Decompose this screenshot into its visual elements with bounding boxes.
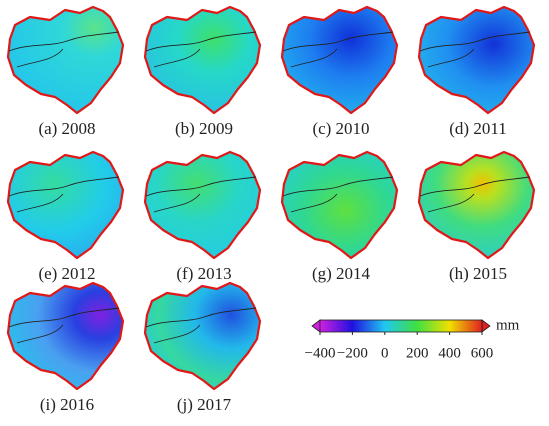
river — [290, 48, 338, 68]
map-panel: (i) 2016 — [6, 281, 125, 414]
river — [16, 193, 64, 213]
map-panel: (f) 2013 — [143, 150, 262, 283]
panel-caption: (i) 2016 — [40, 395, 94, 414]
region — [417, 150, 536, 260]
colorbar-tick-label: 200 — [406, 345, 429, 361]
colorbar-extend-low — [311, 319, 321, 333]
region — [6, 5, 125, 115]
river — [427, 193, 475, 213]
river — [153, 48, 201, 68]
colorbar-tick-label: −200 — [337, 345, 368, 361]
colorbar-extend-high — [481, 319, 491, 333]
panel-caption: (c) 2010 — [312, 119, 369, 138]
colorbar-ramp — [319, 319, 483, 333]
colorbar-unit: mm — [496, 317, 520, 333]
river — [282, 176, 394, 197]
river — [419, 176, 531, 197]
river — [8, 31, 120, 52]
river — [145, 307, 257, 328]
panel-caption: (g) 2014 — [312, 264, 371, 283]
map-panel: (g) 2014 — [280, 150, 399, 283]
panel-caption: (a) 2008 — [38, 119, 95, 138]
map-panel: (h) 2015 — [417, 150, 536, 283]
river — [16, 48, 64, 68]
river — [8, 176, 120, 197]
panel-caption: (h) 2015 — [449, 264, 507, 283]
river — [419, 31, 531, 52]
map-panel: (d) 2011 — [417, 5, 536, 138]
colorbar-tick-label: −400 — [305, 345, 336, 361]
map-panel: (j) 2017 — [143, 281, 262, 414]
river — [282, 31, 394, 52]
colorbar-tick-label: 600 — [471, 345, 494, 361]
region — [280, 5, 399, 115]
region — [417, 5, 536, 115]
panels: (a) 2008 (b) 2009 (c) 2010 (d) 2011 (e) 2012… — [6, 5, 536, 414]
panel-caption: (b) 2009 — [175, 119, 233, 138]
panel-caption: (f) 2013 — [176, 264, 231, 283]
region — [143, 150, 262, 260]
region — [143, 281, 262, 391]
panel-caption: (j) 2017 — [177, 395, 232, 414]
region — [6, 281, 125, 391]
map-panel: (c) 2010 — [280, 5, 399, 138]
river — [16, 324, 64, 344]
region — [143, 5, 262, 115]
region — [6, 150, 125, 260]
river — [145, 176, 257, 197]
region — [280, 150, 399, 260]
map-panel: (e) 2012 — [6, 150, 125, 283]
map-panel: (a) 2008 — [6, 5, 125, 138]
colorbar-tick-label: 400 — [438, 345, 461, 361]
river — [427, 48, 475, 68]
river — [145, 31, 257, 52]
river — [290, 193, 338, 213]
river — [153, 324, 201, 344]
panel-caption: (d) 2011 — [449, 119, 506, 138]
panel-caption: (e) 2012 — [38, 264, 95, 283]
river — [8, 307, 120, 328]
colorbar-tick-label: 0 — [381, 345, 389, 361]
map-panel: (b) 2009 — [143, 5, 262, 138]
river — [153, 193, 201, 213]
